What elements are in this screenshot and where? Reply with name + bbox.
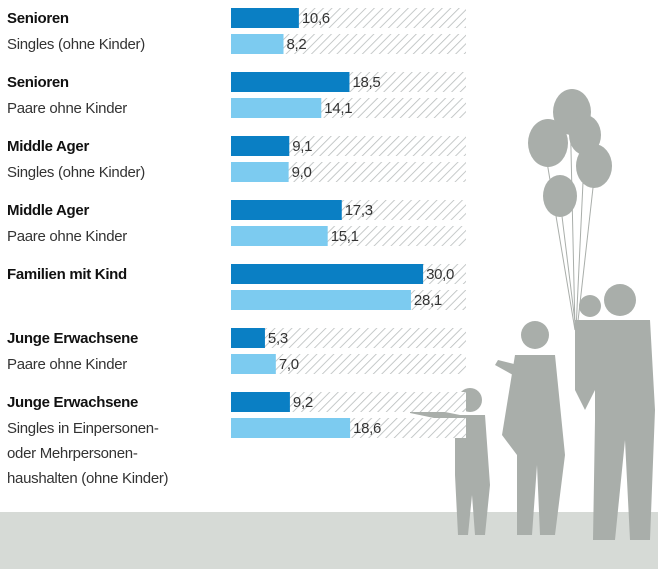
bar	[231, 136, 290, 156]
value-label: 17,3	[345, 202, 373, 219]
value-label: 7,0	[279, 356, 299, 373]
bar-track	[231, 34, 466, 54]
bar	[231, 8, 299, 28]
bar-track	[231, 162, 466, 182]
category-subtitle: haushalten (ohne Kinder)	[7, 470, 169, 487]
value-label: 10,6	[302, 10, 330, 27]
bar	[231, 226, 328, 246]
value-label: 9,1	[292, 138, 312, 155]
value-label: 5,3	[268, 330, 288, 347]
bar	[231, 264, 424, 284]
bar-track	[231, 354, 466, 374]
category-label: Senioren	[7, 74, 69, 91]
category-label: Middle Ager	[7, 138, 89, 155]
category-subtitle: Paare ohne Kinder	[7, 356, 127, 373]
value-label: 28,1	[414, 292, 442, 309]
bar	[231, 328, 265, 348]
value-label: 9,0	[292, 164, 312, 181]
bar	[231, 72, 350, 92]
bar	[231, 162, 289, 182]
category-label: Familien mit Kind	[7, 266, 127, 283]
bar-track	[231, 328, 466, 348]
category-subtitle: Singles in Einpersonen-	[7, 420, 159, 437]
value-label: 14,1	[324, 100, 352, 117]
bar	[231, 200, 342, 220]
value-label: 9,2	[293, 394, 313, 411]
plot: Senioren Singles (ohne Kinder) 10,6 8,2 Seni…	[7, 8, 466, 487]
bar	[231, 354, 276, 374]
silhouettes	[410, 89, 655, 540]
bar	[231, 98, 322, 118]
value-label: 18,6	[353, 420, 381, 437]
category-subtitle: Paare ohne Kinder	[7, 228, 127, 245]
bar-track	[231, 136, 466, 156]
bar	[231, 34, 284, 54]
value-label: 18,5	[352, 74, 380, 91]
bar	[231, 392, 290, 412]
value-label: 8,2	[287, 36, 307, 53]
value-label: 15,1	[331, 228, 359, 245]
bar	[231, 418, 351, 438]
category-subtitle: Paare ohne Kinder	[7, 100, 127, 117]
category-label: Senioren	[7, 10, 69, 27]
category-label: Middle Ager	[7, 202, 89, 219]
value-label: 30,0	[426, 266, 454, 283]
category-subtitle: Singles (ohne Kinder)	[7, 36, 145, 53]
category-label: Junge Erwachsene	[7, 394, 138, 411]
bar	[231, 290, 411, 310]
category-subtitle: oder Mehrpersonen-	[7, 445, 138, 462]
ground	[0, 512, 658, 569]
category-label: Junge Erwachsene	[7, 330, 138, 347]
category-subtitle: Singles (ohne Kinder)	[7, 164, 145, 181]
